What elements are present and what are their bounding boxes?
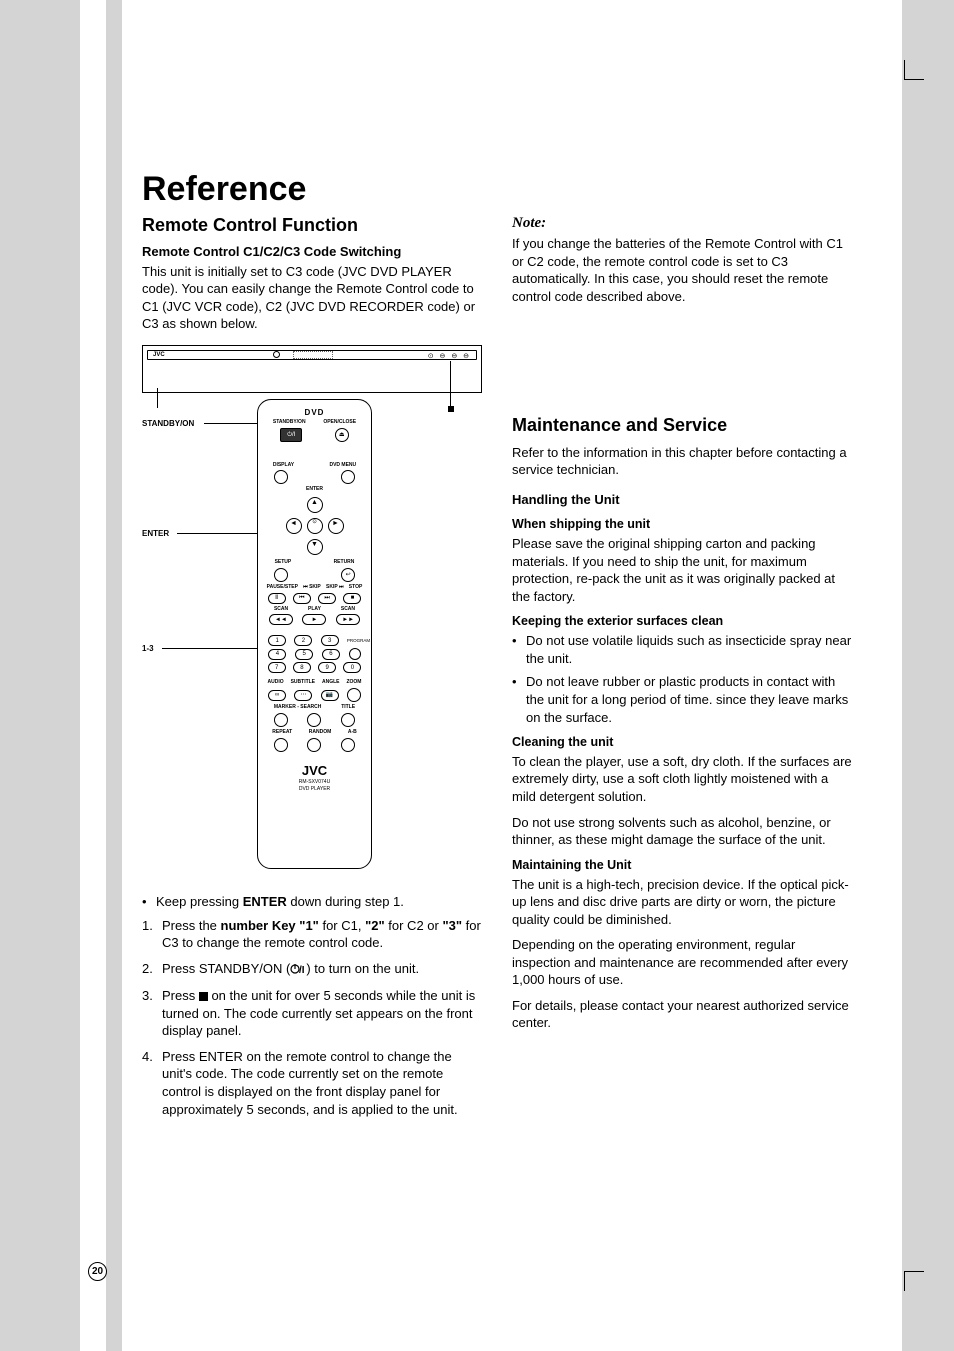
remote-model: RM-SXV074U: [264, 779, 365, 786]
crop-mark-top: [904, 60, 924, 80]
page-number: 20: [88, 1262, 107, 1281]
subsection-heading: Remote Control C1/C2/C3 Code Switching: [142, 243, 482, 261]
display-button: [274, 470, 288, 484]
section-heading: Remote Control Function: [142, 213, 482, 237]
step-3: 3. Press on the unit for over 5 seconds …: [142, 987, 482, 1040]
gutter: [106, 0, 122, 1351]
subsection-heading: Handling the Unit: [512, 491, 852, 509]
bullet-item: • Keep pressing ENTER down during step 1…: [142, 893, 482, 911]
return-button: ↩: [341, 568, 355, 582]
enter-button: ⊙: [307, 518, 323, 534]
device-brand: JVC: [153, 351, 165, 359]
note-heading: Note:: [512, 213, 852, 233]
right-column: Note: If you change the batteries of the…: [512, 213, 852, 1126]
diagram: JVC ⊙ ⊖ ⊖ ⊖ STANDBY/ON ENTER 1-3: [142, 345, 482, 879]
intro-paragraph: Refer to the information in this chapter…: [512, 444, 852, 479]
device-diagram: JVC ⊙ ⊖ ⊖ ⊖: [142, 345, 482, 393]
dpad: ▲▼◄► ⊙: [284, 495, 346, 557]
jvc-logo: JVC: [264, 762, 365, 780]
paragraph: The unit is a high-tech, precision devic…: [512, 876, 852, 929]
svg-text:/I: /I: [299, 965, 305, 975]
remote-diagram: STANDBY/ON ENTER 1-3 DVD STANDBY/ONOPEN/…: [142, 399, 482, 879]
section-heading: Maintenance and Service: [512, 413, 852, 437]
dvd-menu-button: [341, 470, 355, 484]
step-4: 4. Press ENTER on the remote control to …: [142, 1048, 482, 1118]
sub-sub-heading: Keeping the exterior surfaces clean: [512, 613, 852, 630]
paragraph: Please save the original shipping carton…: [512, 535, 852, 605]
page-title: Reference: [142, 170, 852, 209]
callout-nums: 1-3: [142, 644, 154, 655]
paragraph: Depending on the operating environment, …: [512, 936, 852, 989]
columns: Remote Control Function Remote Control C…: [142, 213, 852, 1126]
remote-model-sub: DVD PLAYER: [264, 786, 365, 793]
page: Reference Remote Control Function Remote…: [122, 0, 902, 1351]
left-column: Remote Control Function Remote Control C…: [142, 213, 482, 1126]
step-2: 2. Press STANDBY/ON (/I) to turn on the …: [142, 960, 482, 980]
remote-body: DVD STANDBY/ONOPEN/CLOSE ⏻/I ⏏ DISPLAYDV…: [257, 399, 372, 869]
step-1: 1. Press the number Key "1" for C1, "2" …: [142, 917, 482, 952]
paragraph: For details, please contact your nearest…: [512, 997, 852, 1032]
callout-enter: ENTER: [142, 529, 169, 540]
paragraph: Do not use strong solvents such as alcoh…: [512, 814, 852, 849]
sub-sub-heading: Cleaning the unit: [512, 734, 852, 751]
remote-top-logo: DVD: [264, 408, 365, 419]
setup-button: [274, 568, 288, 582]
paragraph: To clean the player, use a soft, dry clo…: [512, 753, 852, 806]
sub-sub-heading: Maintaining the Unit: [512, 857, 852, 874]
standby-button: ⏻/I: [280, 428, 302, 442]
stop-icon: [199, 992, 208, 1001]
open-close-button: ⏏: [335, 428, 349, 442]
crop-mark-bottom: [904, 1271, 924, 1291]
note-body: If you change the batteries of the Remot…: [512, 235, 852, 305]
intro-paragraph: This unit is initially set to C3 code (J…: [142, 263, 482, 333]
sub-sub-heading: When shipping the unit: [512, 516, 852, 533]
bullet-item: •Do not use volatile liquids such as ins…: [512, 632, 852, 667]
power-icon: /I: [290, 962, 306, 980]
callout-standby: STANDBY/ON: [142, 419, 194, 430]
bullet-item: •Do not leave rubber or plastic products…: [512, 673, 852, 726]
